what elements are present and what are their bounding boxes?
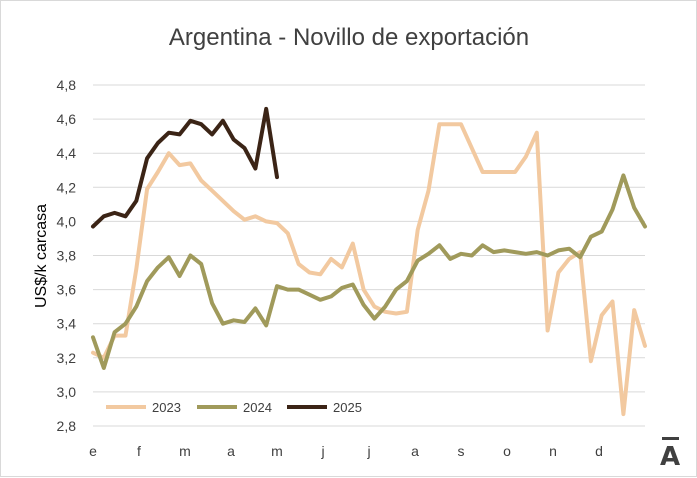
x-tick-label: e <box>89 443 97 459</box>
legend-label-2025: 2025 <box>333 400 362 415</box>
y-tick-label: 4,8 <box>57 77 77 93</box>
gridlines <box>93 84 645 427</box>
chart-title: Argentina - Novillo de exportación <box>169 24 529 51</box>
y-axis-label: US$/k carcasa <box>33 204 50 308</box>
x-tick-label: a <box>227 443 235 459</box>
y-axis-ticks: 2,8 3,0 3,2 3,4 3,6 3,8 4,0 4,2 4,4 4,6 4,8 <box>57 77 77 434</box>
y-tick-label: 2,8 <box>57 418 77 434</box>
y-tick-label: 4,2 <box>57 179 77 195</box>
x-tick-label: m <box>271 443 283 459</box>
x-tick-label: n <box>549 443 557 459</box>
y-tick-label: 3,0 <box>57 384 77 400</box>
x-tick-label: j <box>366 443 370 459</box>
x-tick-label: s <box>458 443 465 459</box>
y-tick-label: 3,8 <box>57 248 77 264</box>
legend-label-2023: 2023 <box>152 400 181 415</box>
logo-letter-icon: A <box>660 442 680 472</box>
y-tick-label: 4,4 <box>57 145 77 161</box>
y-tick-label: 3,6 <box>57 282 77 298</box>
series-line-2024 <box>91 173 647 370</box>
logo-bar-icon <box>662 437 679 440</box>
series-line-2023 <box>91 122 647 417</box>
legend: 2023 2024 2025 <box>106 400 362 415</box>
y-tick-label: 4,6 <box>57 111 77 127</box>
y-tick-label: 4,0 <box>57 213 77 229</box>
series-lines <box>91 106 647 417</box>
x-tick-label: j <box>320 443 324 459</box>
y-tick-label: 3,4 <box>57 316 77 332</box>
y-tick-label: 3,2 <box>57 350 77 366</box>
series-line-2025 <box>91 106 279 229</box>
x-tick-label: o <box>503 443 511 459</box>
legend-label-2024: 2024 <box>243 400 272 415</box>
watermark-logo: A <box>660 437 680 472</box>
x-tick-label: d <box>595 443 603 459</box>
x-tick-label: m <box>179 443 191 459</box>
x-tick-label: a <box>411 443 419 459</box>
x-tick-label: f <box>137 443 141 459</box>
